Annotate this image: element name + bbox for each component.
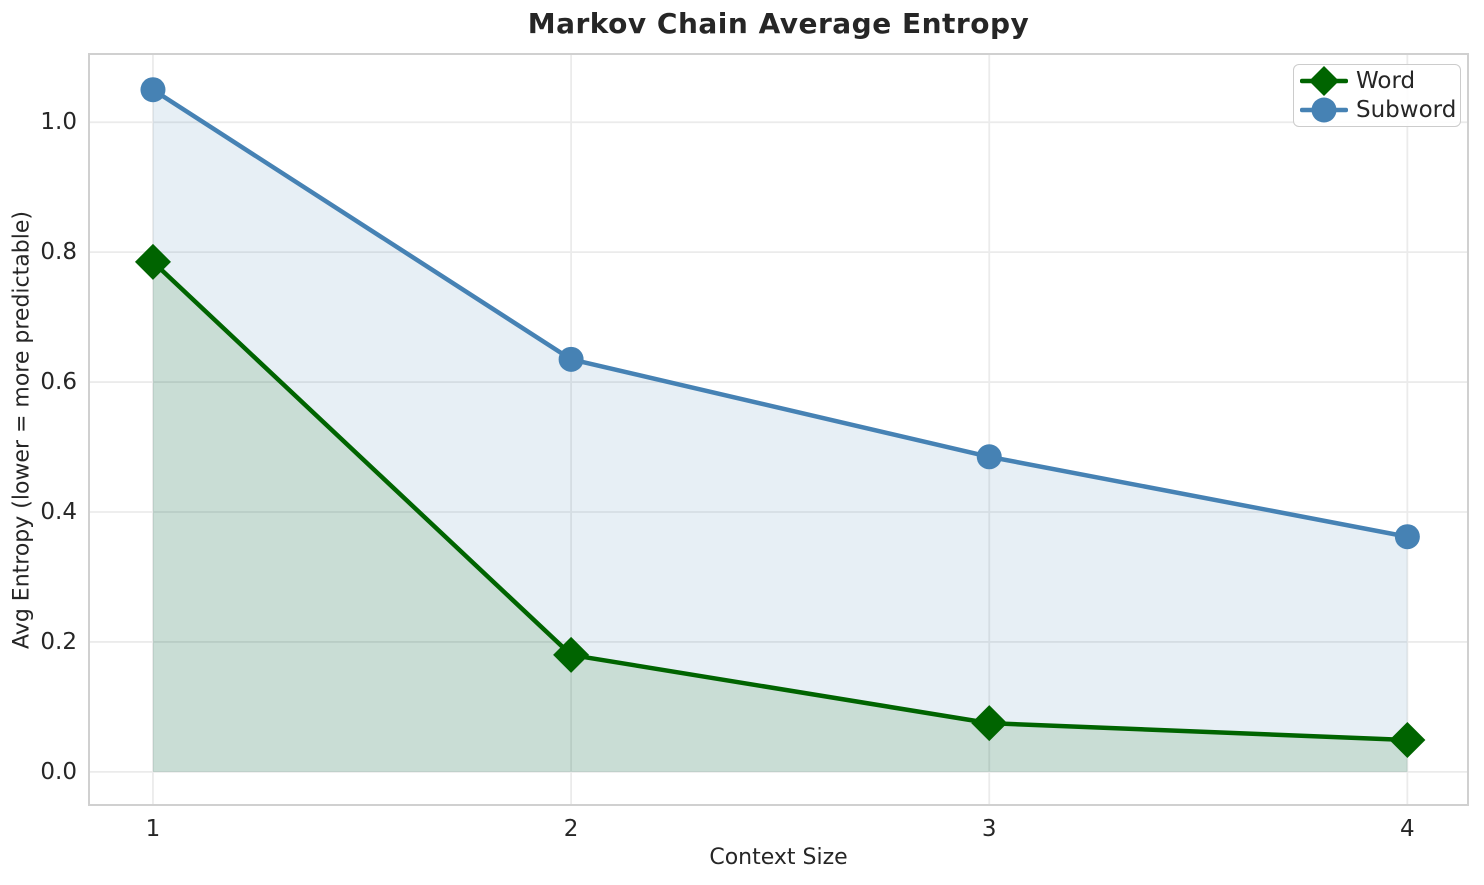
gridlines — [89, 54, 1468, 805]
word-line — [150, 259, 1410, 743]
y-tick-label: 0.6 — [40, 369, 77, 395]
legend-item-subword: Subword — [1300, 96, 1460, 125]
subword-line — [150, 87, 1410, 539]
legend-label-word: Word — [1356, 67, 1416, 94]
subword-marker — [558, 346, 584, 372]
word-marker — [134, 243, 171, 280]
word-marker — [553, 636, 590, 673]
legend-marker-diamond — [1309, 66, 1339, 96]
y-tick-label: 1.0 — [40, 109, 77, 135]
legend-label-subword: Subword — [1356, 96, 1457, 123]
x-axis-label: Context Size — [709, 845, 848, 870]
subword-marker — [1394, 524, 1420, 550]
word-marker — [1389, 722, 1426, 759]
series-lines — [150, 87, 1410, 743]
legend-item-word: Word — [1300, 66, 1460, 96]
chart-title: Markov Chain Average Entropy — [527, 7, 1030, 40]
subword-circle-legend-icon — [1300, 97, 1348, 123]
y-tick-label: 0.2 — [40, 629, 77, 655]
subword-area-fill — [152, 89, 1408, 772]
word-marker — [971, 705, 1008, 742]
x-tick-label: 1 — [146, 816, 161, 842]
x-tick-label: 3 — [982, 816, 997, 842]
subword-marker — [140, 77, 166, 103]
word-area-fill — [152, 261, 1408, 772]
area-fills — [152, 89, 1408, 772]
legend-marker-circle — [1311, 97, 1337, 123]
y-tick-label: 0.0 — [40, 759, 77, 785]
y-tick-label: 0.8 — [40, 239, 77, 265]
y-axis-label: Avg Entropy (lower = more predictable) — [9, 211, 35, 649]
word-diamond-legend-icon — [1300, 66, 1348, 96]
x-tick-label: 4 — [1400, 816, 1415, 842]
subword-marker — [976, 444, 1002, 470]
plot-border — [88, 53, 1469, 806]
legend: Word Subword — [1293, 64, 1461, 127]
tick-labels: 0.0 0.2 0.4 0.6 0.8 1.0 1 2 3 4 — [40, 109, 1414, 842]
y-tick-label: 0.4 — [40, 499, 77, 525]
x-tick-label: 2 — [564, 816, 579, 842]
series-markers — [134, 77, 1426, 759]
